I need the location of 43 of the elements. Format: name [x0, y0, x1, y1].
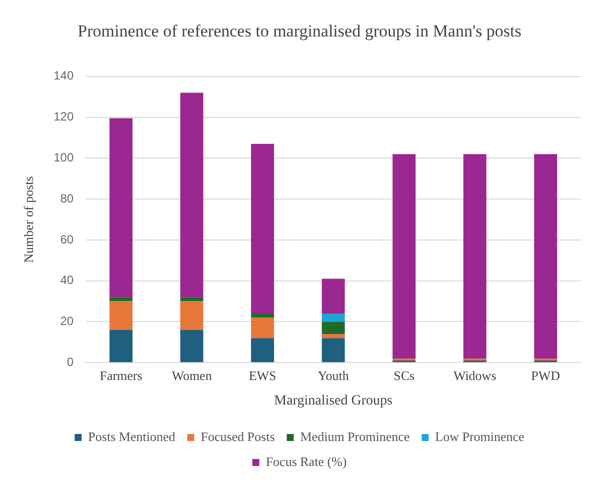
- y-tick-label: 20: [60, 314, 74, 328]
- x-tick-label: SCs: [394, 368, 415, 383]
- legend-label: Medium Prominence: [300, 428, 410, 444]
- y-tick-label: 120: [54, 110, 74, 124]
- bar: [251, 318, 274, 338]
- bar: [180, 92, 204, 298]
- x-tick-label: EWS: [248, 368, 276, 383]
- bar: [110, 330, 133, 362]
- y-tick-label: 140: [54, 68, 74, 83]
- x-axis-title: Marginalised Groups: [274, 393, 392, 408]
- bar: [392, 154, 416, 359]
- bar: [110, 297, 133, 302]
- y-tick-label: 60: [60, 232, 74, 246]
- y-tick-label: 100: [54, 150, 74, 164]
- bar: [180, 301, 204, 330]
- y-axis-title: Number of posts: [21, 176, 36, 263]
- legend-label: Focus Rate (%): [266, 454, 347, 469]
- bar: [180, 297, 204, 302]
- x-tick-label: Widows: [453, 368, 496, 383]
- bar: [110, 301, 133, 330]
- bar: [322, 322, 345, 334]
- y-tick-label: 40: [60, 273, 74, 288]
- chart-title: Prominence of references to marginalised groups in Mann's posts: [78, 22, 522, 41]
- bar: [322, 334, 345, 338]
- bar: [463, 154, 486, 359]
- x-tick-label: Youth: [318, 368, 350, 383]
- y-tick-label: 0: [66, 354, 74, 369]
- x-tick-label: PWD: [531, 368, 560, 383]
- bar: [322, 278, 345, 314]
- legend-label: Focused Posts: [200, 428, 275, 444]
- bar: [322, 314, 345, 322]
- bar: [322, 338, 345, 362]
- legend-label: Posts Mentioned: [88, 428, 176, 444]
- bar: [251, 314, 274, 318]
- y-tick-label: 80: [60, 191, 74, 206]
- bar: [251, 338, 274, 362]
- bar: [180, 330, 204, 362]
- x-tick-label: Women: [172, 368, 212, 383]
- bar: [110, 118, 133, 298]
- x-tick-label: Farmers: [100, 368, 142, 383]
- legend-label: Low Prominence: [435, 428, 525, 444]
- bar: [251, 144, 274, 314]
- bar: [534, 154, 558, 359]
